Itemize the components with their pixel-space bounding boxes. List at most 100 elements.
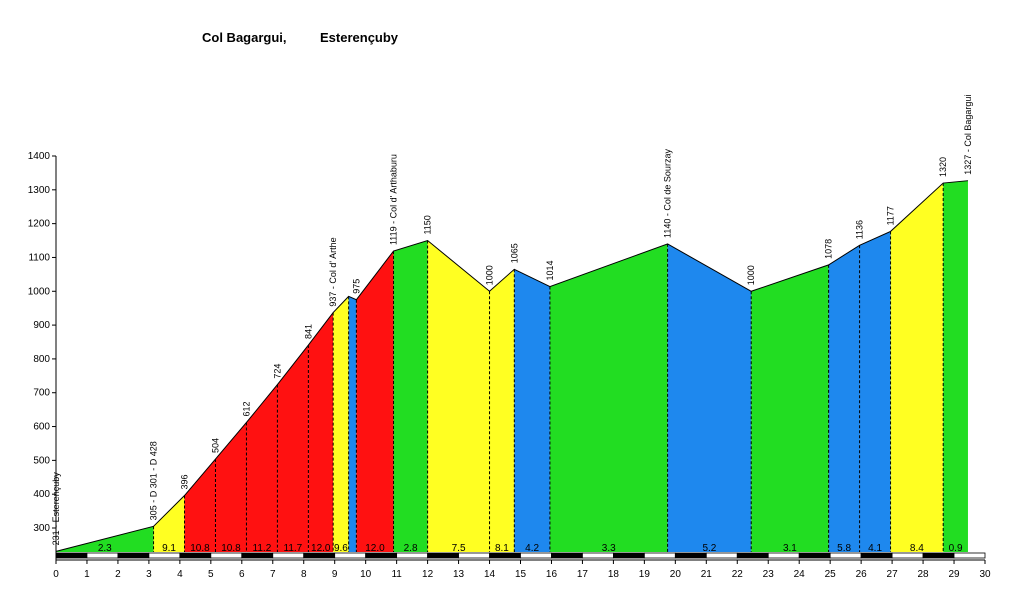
point-label-17: 1078 [824, 239, 834, 259]
profile-line [55, 180, 969, 552]
km-bar-8 [303, 552, 336, 559]
point-label-3: 396 [180, 475, 190, 490]
gradient-label-12: 7.5 [452, 543, 466, 554]
chart-subtitle: Esterençuby [320, 30, 399, 45]
point-label-18: 1136 [855, 220, 865, 239]
gradient-labels: 2.3 9.1 10.8 10.8 11.2 11.7 12.0 9.6 12.0 2.8 7.5 8… [98, 543, 963, 554]
km-bar-10 [365, 552, 398, 559]
point-label-6: 724 [272, 364, 282, 379]
km-bar-23 [767, 552, 800, 559]
segment-10 [356, 251, 394, 552]
x-tick-label-19: 19 [639, 569, 651, 580]
segment-dividers [153, 183, 944, 552]
gradient-label-2: 9.1 [162, 543, 176, 554]
segment-4 [215, 422, 247, 552]
x-tick-label-25: 25 [825, 569, 837, 580]
title-area: Col Bagargui, Esterençuby [0, 30, 1013, 50]
x-tick-label-30: 30 [979, 569, 991, 580]
gradient-label-21: 0.9 [949, 543, 963, 554]
point-label-19: 1177 [886, 206, 896, 225]
km-bar-21 [705, 552, 738, 559]
point-label-10: 1119 - Col d' Arthaburu [389, 154, 399, 245]
km-bar-24 [798, 552, 831, 559]
y-tick-label-1200: 1200 [28, 219, 51, 230]
km-bar-11 [396, 552, 428, 559]
x-tick-label-4: 4 [177, 569, 183, 580]
segment-14 [514, 269, 550, 552]
point-label-15: 1140 - Col de Sourzay [663, 149, 673, 238]
segment-17 [751, 264, 829, 552]
x-tick-label-12: 12 [422, 569, 434, 580]
gradient-label-10: 12.0 [365, 543, 385, 554]
segment-20 [890, 183, 944, 552]
km-bar-22 [736, 552, 769, 559]
x-tick-label-0: 0 [53, 569, 59, 580]
x-tick-label-16: 16 [546, 569, 558, 580]
km-scale-bar [55, 552, 986, 559]
x-tick-label-8: 8 [301, 569, 307, 580]
km-bar-16 [551, 552, 583, 559]
x-tick-label-10: 10 [360, 569, 372, 580]
km-bar-15 [520, 552, 552, 559]
segment-19 [859, 231, 891, 552]
segment-8 [333, 296, 349, 552]
x-tick-label-5: 5 [208, 569, 214, 580]
gradient-label-5: 11.2 [253, 543, 272, 554]
gradient-label-13: 8.1 [495, 543, 509, 554]
x-tick-label-28: 28 [918, 569, 930, 580]
point-label-13: 1065 [509, 243, 519, 263]
x-tick-label-26: 26 [856, 569, 868, 580]
point-label-2: 305 - D 301 - D 428 [149, 441, 159, 520]
gradient-segments [56, 180, 968, 553]
x-tick-label-14: 14 [484, 569, 496, 580]
km-bar-9 [334, 552, 367, 559]
gradient-label-1: 2.3 [98, 543, 112, 554]
point-label-5: 612 [241, 401, 251, 416]
x-tick-label-21: 21 [701, 569, 713, 580]
gradient-label-6: 11.7 [284, 543, 303, 554]
segment-18 [828, 245, 860, 552]
gradient-label-19: 4.1 [868, 543, 882, 554]
gradient-label-16: 5.2 [702, 543, 716, 554]
x-tick-label-27: 27 [887, 569, 899, 580]
gradient-label-3: 10.8 [190, 543, 210, 554]
km-bar-17 [582, 552, 614, 559]
x-tick-label-9: 9 [332, 569, 338, 580]
y-tick-label-400: 400 [33, 489, 50, 500]
point-label-7: 841 [303, 324, 313, 339]
km-bar-7 [272, 552, 305, 559]
km-bar-25 [829, 552, 862, 559]
point-label-11: 1150 [423, 215, 433, 234]
point-label-9: 975 [351, 279, 361, 294]
profile-outline [55, 180, 969, 552]
segment-9 [348, 296, 357, 552]
gradient-label-4: 10.8 [221, 543, 241, 554]
y-tick-label-600: 600 [33, 422, 50, 433]
km-bar-13 [458, 552, 490, 559]
x-tick-label-18: 18 [608, 569, 620, 580]
gradient-label-8: 9.6 [334, 543, 348, 554]
x-tick-label-7: 7 [270, 569, 276, 580]
segment-5 [246, 384, 278, 552]
x-tick-label-11: 11 [391, 569, 402, 580]
km-bar-6 [241, 552, 274, 559]
point-label-20: 1320 [938, 157, 948, 177]
segment-7 [308, 312, 334, 552]
km-bar-18 [613, 552, 645, 559]
x-tick-label-24: 24 [794, 569, 806, 580]
km-bar-0 [55, 552, 88, 559]
y-tick-label-700: 700 [33, 388, 50, 399]
x-tick-label-20: 20 [670, 569, 682, 580]
segment-16 [667, 243, 752, 552]
x-tick-label-6: 6 [239, 569, 245, 580]
km-bar-5 [210, 552, 243, 559]
gradient-label-18: 5.8 [837, 543, 851, 554]
axes: 3004005006007008009001000110012001300140… [28, 151, 991, 580]
km-bar-27 [891, 552, 924, 559]
x-tick-label-23: 23 [763, 569, 775, 580]
x-tick-label-17: 17 [577, 569, 589, 580]
y-tick-label-1100: 1100 [28, 252, 50, 263]
segment-21 [943, 180, 968, 553]
x-tick-label-13: 13 [453, 569, 465, 580]
